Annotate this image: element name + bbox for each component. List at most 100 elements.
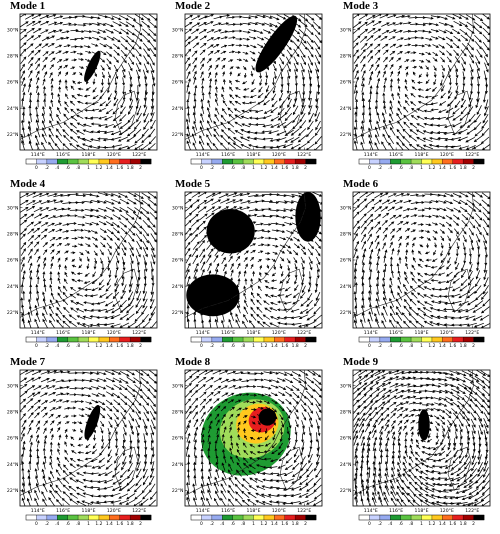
wind-vector [367, 55, 374, 63]
wind-vector [273, 265, 277, 271]
wind-vector [316, 256, 321, 266]
wind-vector [455, 501, 468, 506]
lon-tick-label: 118°E [247, 152, 261, 158]
wind-vector [136, 112, 142, 123]
wind-vector [415, 414, 422, 417]
colorbar-label: .6 [399, 343, 403, 349]
wind-vector [375, 261, 379, 271]
wind-vector [441, 71, 445, 79]
wind-vector [397, 220, 404, 226]
wind-vector [286, 426, 290, 435]
wind-vector [185, 262, 191, 273]
wind-vector [57, 271, 61, 278]
wind-vector [50, 249, 55, 255]
wind-vector [410, 222, 417, 225]
wind-vector [384, 479, 389, 491]
wind-vector [300, 62, 305, 73]
wind-vector [142, 391, 150, 400]
wind-vector [416, 144, 426, 150]
wind-vector [89, 479, 99, 483]
wind-vector [300, 41, 308, 50]
wind-vector [461, 227, 467, 235]
colorbar-label: 0 [368, 343, 371, 349]
lon-tick-label: 120°E [440, 330, 454, 336]
wind-vector [294, 277, 298, 285]
wind-vector [76, 322, 86, 328]
wind-vector [353, 211, 360, 220]
wind-vector [461, 214, 469, 221]
colorbar-swatch [442, 337, 454, 342]
colorbar-swatch [463, 159, 474, 164]
wind-vector [230, 277, 233, 285]
wind-vector [49, 299, 55, 308]
wind-vector [112, 377, 123, 383]
wind-vector [50, 57, 56, 63]
wind-vector [241, 229, 249, 233]
wind-vector [207, 262, 212, 272]
wind-vector [272, 434, 276, 441]
wind-vector [370, 394, 380, 401]
colorbar-label: 1.8 [460, 343, 467, 349]
colorbar-swatch [379, 159, 391, 164]
wind-vector [78, 436, 83, 441]
wind-vector [461, 92, 466, 102]
wind-vector [135, 418, 140, 429]
wind-vector [292, 405, 299, 413]
wind-vector [149, 410, 156, 421]
wind-vector [422, 130, 433, 135]
wind-vector [200, 290, 204, 301]
wind-vector [271, 449, 278, 455]
wind-vector [62, 399, 70, 403]
wind-vector [373, 199, 383, 206]
wind-vector [54, 21, 64, 26]
colorbar-swatch [253, 515, 265, 520]
wind-vector [100, 86, 104, 94]
wind-vector [201, 303, 205, 315]
wind-vector [390, 412, 396, 419]
wind-vector [113, 206, 123, 212]
wind-vector [197, 220, 206, 229]
wind-vector [76, 400, 85, 403]
wind-vector [374, 142, 379, 150]
wind-vector [49, 113, 54, 122]
wind-vector [43, 440, 47, 448]
wind-vector [85, 451, 92, 455]
wind-vector [58, 86, 62, 93]
wind-vector [257, 236, 265, 240]
wind-vector [91, 230, 99, 234]
wind-vector [192, 254, 199, 265]
lat-tick-label: 24°N [340, 462, 352, 468]
wind-vector [483, 262, 487, 274]
wind-vector [270, 294, 278, 298]
wind-vector [62, 229, 70, 233]
wind-vector [207, 248, 214, 257]
wind-vector [289, 501, 301, 505]
wind-vector [22, 83, 26, 93]
wind-vector [275, 144, 286, 149]
wind-vector [91, 279, 98, 285]
wind-vector [380, 35, 388, 41]
wind-vector [190, 213, 199, 222]
wind-vector [36, 269, 40, 278]
wind-vector [292, 292, 300, 299]
wind-vector [111, 370, 122, 375]
wind-vector [36, 91, 40, 101]
wind-vector [213, 377, 223, 383]
wind-vector [150, 433, 154, 444]
wind-vector [84, 208, 94, 212]
wind-vector [263, 450, 271, 453]
lat-tick-label: 30°N [172, 383, 184, 389]
wind-vector [106, 405, 113, 412]
colorbar-label: .8 [241, 521, 245, 527]
wind-vector [27, 234, 35, 242]
wind-vector [468, 227, 474, 236]
colorbar-swatch [140, 515, 152, 520]
wind-vector [26, 43, 34, 50]
wind-vector [422, 137, 433, 143]
wind-vector [414, 463, 422, 469]
wind-vector [452, 401, 460, 408]
colorbar-swatch [411, 515, 422, 520]
wind-vector [76, 500, 87, 506]
wind-vector [214, 476, 219, 487]
wind-vector [190, 233, 199, 243]
